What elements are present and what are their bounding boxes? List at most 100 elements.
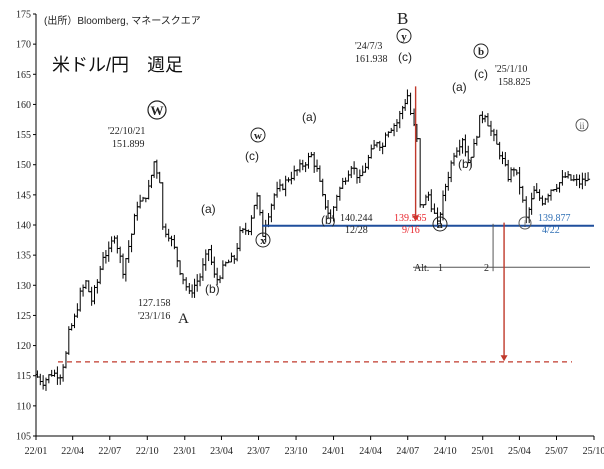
weekly-bar (115, 235, 120, 254)
y-tick-label: 130 (16, 281, 31, 292)
weekly-bar (497, 141, 502, 160)
x-tick-label: 25/07 (545, 446, 568, 457)
weekly-bar (586, 172, 591, 182)
weekly-bar (175, 246, 180, 268)
subwave-c-2025: (c) (474, 67, 488, 81)
weekly-bar (360, 165, 365, 177)
weekly-bar (546, 193, 551, 203)
weekly-bar (312, 152, 317, 173)
weekly-bar (300, 159, 305, 171)
weekly-bar (269, 203, 274, 223)
weekly-bar (488, 120, 493, 137)
svg-text:y: y (401, 31, 407, 43)
weekly-bar (129, 233, 134, 253)
weekly-bar (132, 213, 137, 235)
y-tick-label: 120 (16, 341, 31, 352)
weekly-bar (240, 227, 245, 234)
weekly-bar (138, 194, 143, 209)
weekly-bar (483, 114, 488, 123)
subwave-a-2023: (a) (201, 202, 216, 216)
weekly-bar (517, 166, 522, 195)
x-tick-label: 24/04 (359, 446, 382, 457)
weekly-bar (377, 140, 382, 151)
x-tick-label: 23/07 (247, 446, 270, 457)
x-tick-label: 22/07 (98, 446, 121, 457)
weekly-bar (255, 192, 260, 210)
chart-title: 米ドル/円 週足 (52, 55, 183, 75)
weekly-bar (243, 222, 248, 235)
weekly-bar (432, 203, 437, 214)
overlays (58, 86, 594, 363)
y-tick-label: 155 (16, 130, 31, 141)
y-tick-label: 175 (16, 10, 31, 21)
weekly-bar (163, 223, 168, 238)
weekly-bar (187, 282, 192, 294)
weekly-bar (75, 303, 80, 318)
weekly-bar (283, 175, 288, 197)
weekly-bar (46, 374, 51, 384)
weekly-bar (534, 183, 539, 194)
weekly-bar (95, 279, 100, 294)
weekly-bar (146, 179, 151, 200)
y-tick-label: 165 (16, 70, 31, 81)
label-high-2024-date: '24/7/3 (355, 41, 382, 52)
wave-x-marker: x (255, 232, 271, 248)
weekly-bar (346, 170, 351, 182)
label-low-2023-date: '23/1/16 (138, 311, 170, 322)
svg-text:x: x (260, 235, 266, 247)
wave-label-A: A (178, 311, 189, 327)
y-tick-label: 150 (16, 160, 31, 171)
weekly-bar (580, 172, 585, 190)
weekly-bar (181, 273, 186, 285)
weekly-bar (405, 89, 410, 105)
weekly-bar (220, 260, 225, 280)
weekly-bar (55, 366, 60, 385)
weekly-bar (460, 137, 465, 154)
weekly-bar (41, 375, 46, 390)
weekly-bar (511, 167, 516, 177)
weekly-bar (106, 241, 111, 262)
weekly-bar (166, 228, 171, 242)
weekly-bar (532, 185, 537, 200)
weekly-bar (92, 285, 97, 305)
weekly-bar (574, 174, 579, 186)
wave-i-marker: i (518, 216, 532, 230)
x-tick-label: 22/01 (25, 446, 48, 457)
wave-w-marker: w (250, 127, 266, 143)
weekly-bar (69, 323, 74, 331)
x-tick-label: 24/10 (434, 446, 457, 457)
svg-text:a: a (437, 219, 443, 231)
weekly-bar (81, 284, 86, 297)
weekly-bar (252, 204, 257, 219)
weekly-bar (480, 111, 485, 124)
y-tick-label: 145 (16, 190, 31, 201)
weekly-bar (195, 274, 200, 292)
x-tick-label: 22/04 (61, 446, 84, 457)
wave-W-marker: W (147, 100, 167, 120)
weekly-bar (446, 171, 451, 191)
y-tick-label: 110 (16, 401, 31, 412)
subwave-b-2023b: (b) (321, 213, 336, 227)
weekly-bar (423, 194, 428, 206)
weekly-bar (372, 139, 377, 150)
weekly-bar (297, 159, 302, 173)
x-tick-label: 25/10 (583, 446, 604, 457)
y-tick-label: 160 (16, 100, 31, 111)
y-tick-label: 135 (16, 251, 31, 262)
weekly-bar (203, 249, 208, 271)
wave-a-marker: a (432, 216, 448, 232)
weekly-bar (89, 286, 94, 306)
y-tick-label: 140 (16, 221, 31, 232)
y-tick-label: 170 (16, 40, 31, 51)
weekly-bar (109, 236, 114, 253)
weekly-bar (577, 174, 582, 189)
weekly-bar (154, 159, 159, 179)
weekly-bar (112, 235, 117, 244)
weekly-bar (238, 226, 243, 252)
label-high-2024-value: 161.938 (355, 54, 388, 65)
weekly-bar (317, 165, 322, 182)
wave-b-marker: b (473, 43, 489, 59)
x-tick-label: 24/01 (322, 446, 345, 457)
weekly-bar (200, 258, 205, 281)
y-tick-label: 115 (16, 371, 31, 382)
